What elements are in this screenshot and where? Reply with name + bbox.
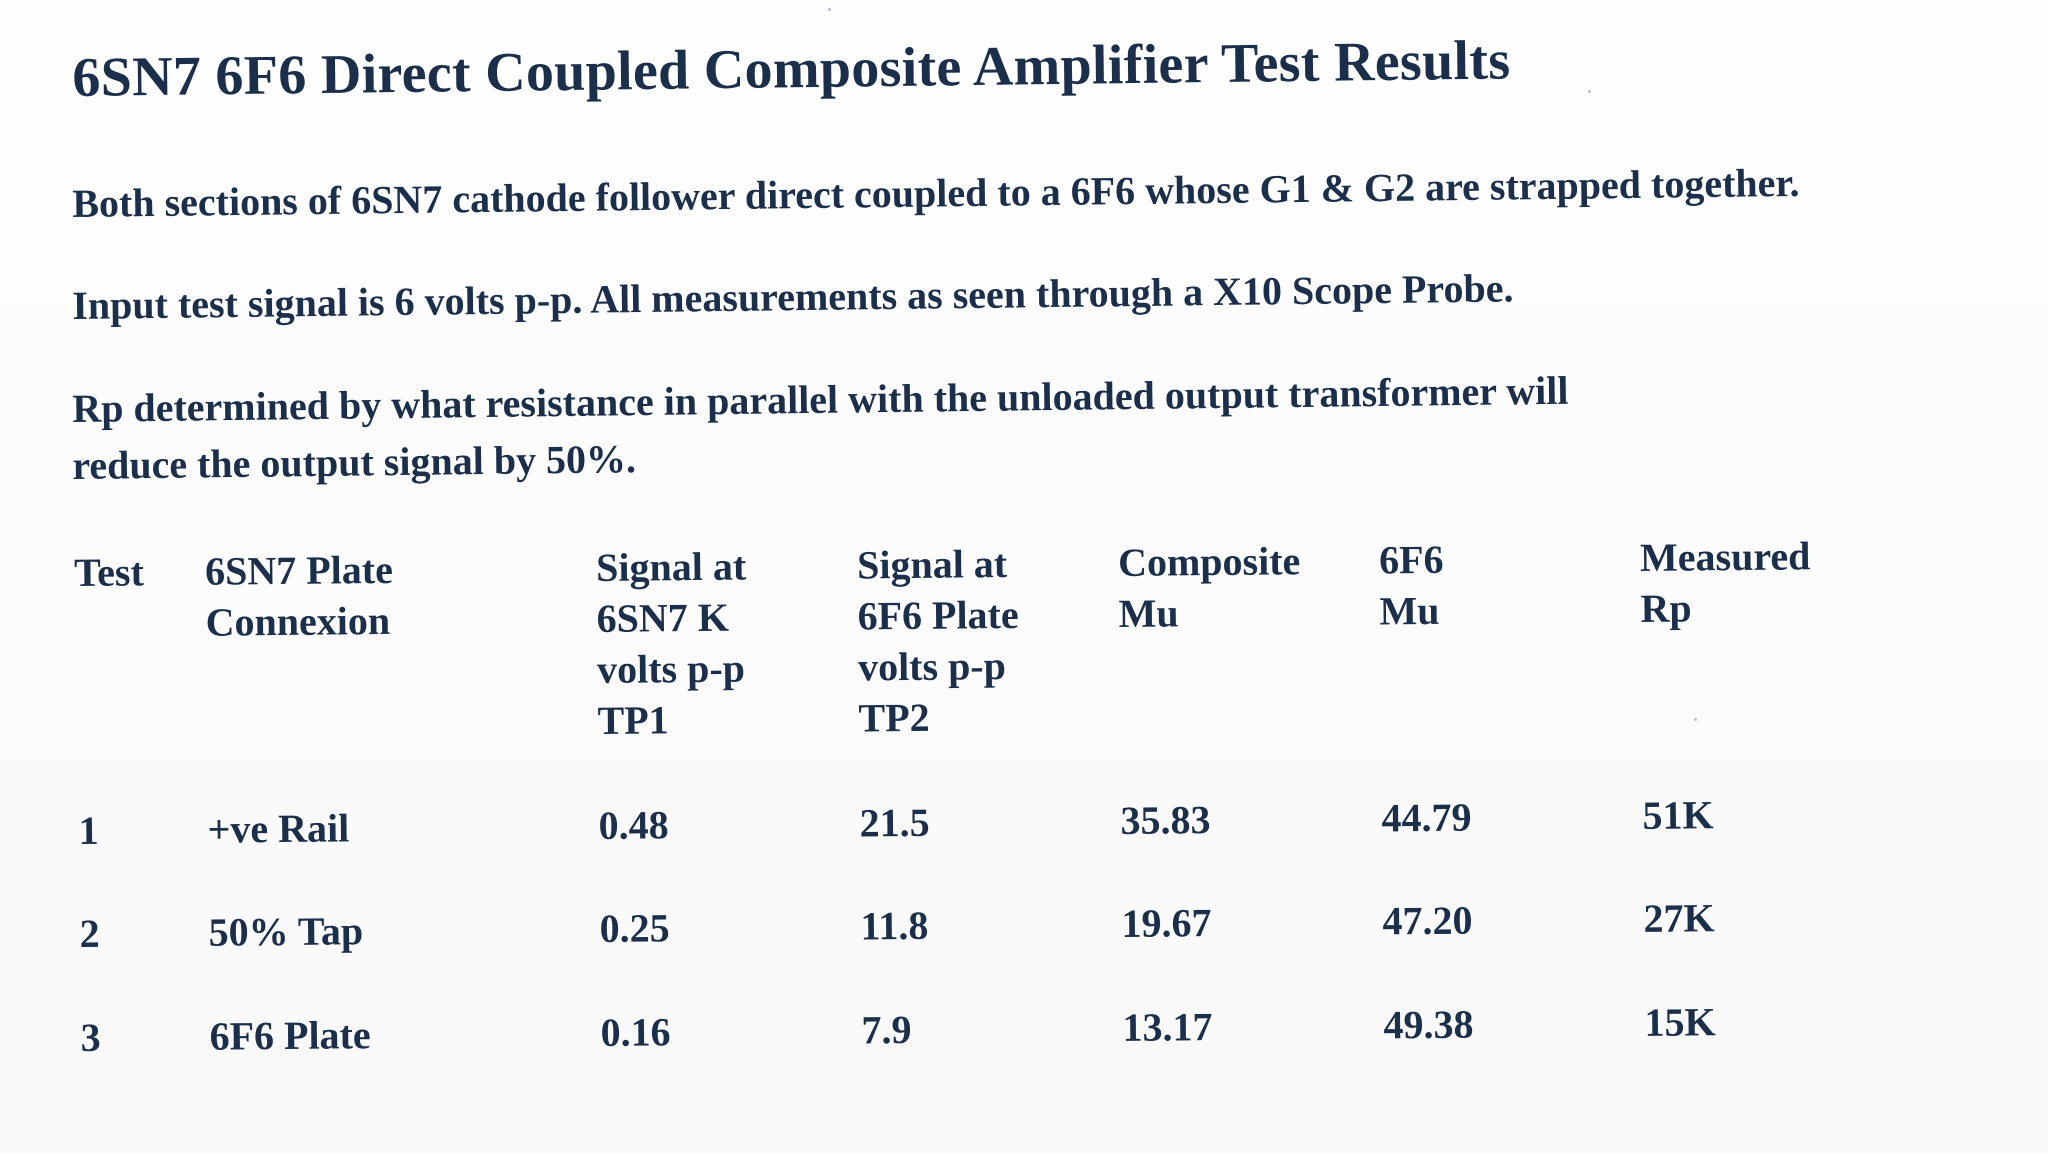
cell-plate-connexion: +ve Rail bbox=[207, 805, 350, 852]
cell-signal-tp2: 11.8 bbox=[860, 902, 929, 949]
table-row: 3 6F6 Plate 0.16 7.9 13.17 49.38 15K bbox=[0, 0, 2043, 1060]
cell-test-number: 3 bbox=[80, 1014, 101, 1060]
cell-composite-mu: 13.17 bbox=[1122, 1004, 1213, 1050]
cell-signal-tp1: 0.16 bbox=[600, 1009, 671, 1055]
header-measured-rp: Measured Rp bbox=[1639, 533, 1811, 631]
cell-measured-rp: 51K bbox=[1642, 792, 1714, 838]
header-6f6-mu: 6F6 Mu bbox=[1378, 536, 1444, 634]
table-row: 2 50% Tap 0.25 11.8 19.67 47.20 27K bbox=[0, 0, 2043, 956]
cell-signal-tp1: 0.25 bbox=[599, 905, 670, 951]
cell-plate-connexion: 50% Tap bbox=[208, 908, 364, 955]
header-test: Test bbox=[73, 549, 144, 595]
cell-6f6-mu: 49.38 bbox=[1383, 1001, 1474, 1048]
header-signal-6sn7-k: Signal at 6SN7 K volts p-p TP1 bbox=[595, 543, 747, 743]
cell-signal-tp2: 7.9 bbox=[861, 1006, 912, 1053]
cell-measured-rp: 27K bbox=[1643, 895, 1715, 941]
cell-plate-connexion: 6F6 Plate bbox=[209, 1012, 371, 1059]
cell-test-number: 2 bbox=[79, 910, 100, 956]
cell-signal-tp2: 21.5 bbox=[859, 799, 930, 846]
header-composite-mu: Composite Mu bbox=[1117, 538, 1301, 636]
scan-speck bbox=[1588, 90, 1591, 93]
cell-6f6-mu: 47.20 bbox=[1382, 897, 1473, 944]
scan-speck bbox=[828, 8, 831, 11]
cell-measured-rp: 15K bbox=[1644, 999, 1716, 1045]
header-signal-6f6-plate: Signal at 6F6 Plate volts p-p TP2 bbox=[856, 541, 1019, 741]
cell-signal-tp1: 0.48 bbox=[598, 802, 669, 848]
header-plate-connexion: 6SN7 Plate Connexion bbox=[204, 546, 394, 645]
cell-composite-mu: 35.83 bbox=[1120, 797, 1211, 843]
cell-composite-mu: 19.67 bbox=[1121, 900, 1212, 946]
cell-test-number: 1 bbox=[78, 807, 99, 853]
table-row: 1 +ve Rail 0.48 21.5 35.83 44.79 51K bbox=[0, 0, 2043, 853]
cell-6f6-mu: 44.79 bbox=[1381, 794, 1472, 841]
scan-speck bbox=[1694, 718, 1697, 721]
